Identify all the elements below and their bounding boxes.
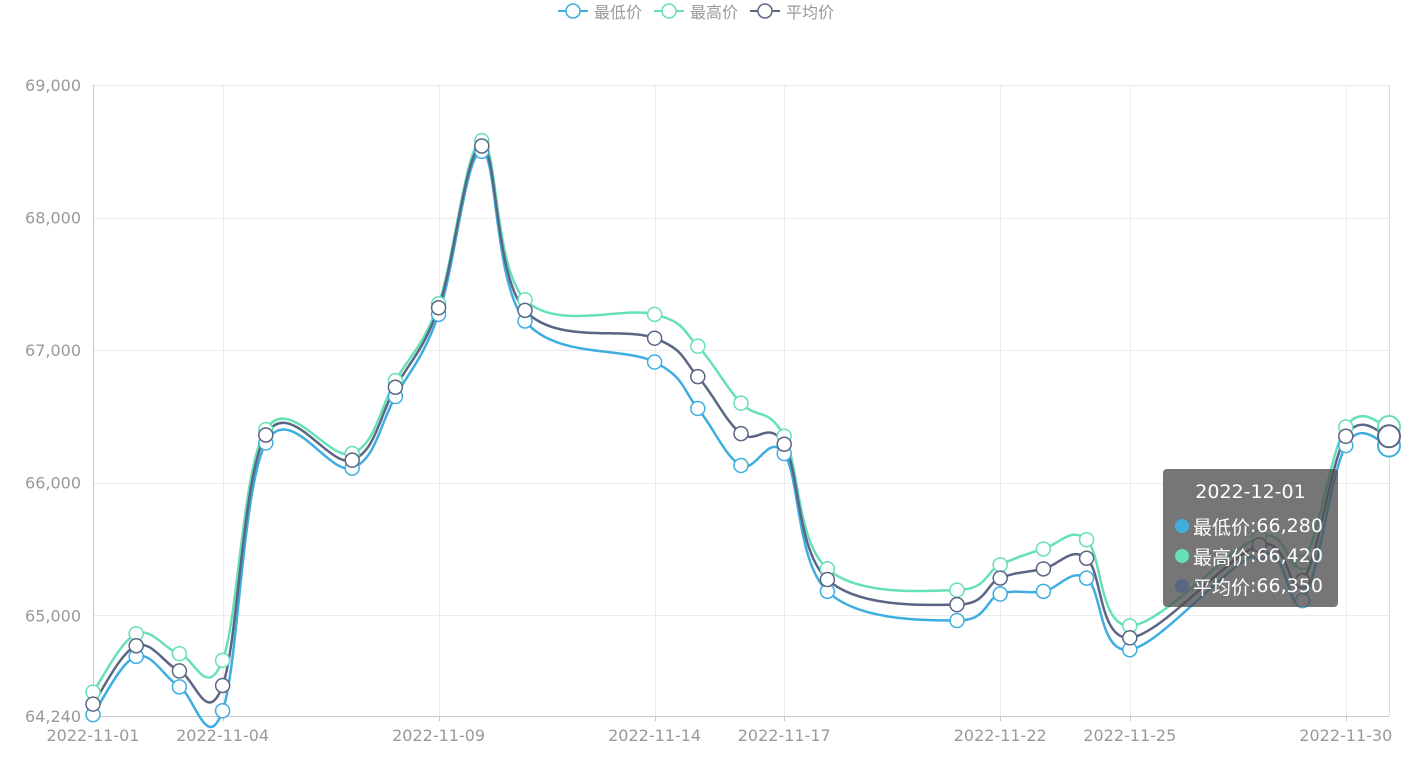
- tooltip-label: 最高价: [1193, 546, 1251, 569]
- data-point-min-price: [690, 400, 706, 417]
- data-point-avg-price: [214, 677, 231, 694]
- data-point-min-price: [214, 702, 231, 719]
- data-point-avg-price: [430, 299, 447, 316]
- data-point-min-price: [646, 354, 663, 370]
- legend-line-icon: [750, 3, 781, 19]
- tooltip-row-min: 最低价: 66,280: [1175, 511, 1338, 541]
- data-points: [85, 132, 1401, 723]
- axes: 64,240 65,000 66,000 67,000 68,000 69,000 2022…: [25, 76, 1392, 745]
- tooltip-label: 平均价: [1193, 576, 1251, 599]
- data-point-avg-price: [949, 596, 965, 613]
- data-point-avg-price: [776, 436, 792, 452]
- data-point-max-price: [214, 652, 231, 669]
- data-point-max-price: [171, 645, 188, 662]
- x-tick-label: 2022-11-01: [47, 726, 140, 745]
- data-point-avg-price: [733, 425, 749, 442]
- data-point-max-price: [1035, 541, 1052, 557]
- data-point-avg-price: [819, 571, 836, 588]
- tooltip-row-max: 最高价: 66,420: [1175, 541, 1338, 571]
- data-point-min-price: [949, 612, 965, 629]
- data-point-avg-price: [1035, 561, 1052, 577]
- tooltip-title: 2022-12-01: [1195, 481, 1306, 503]
- data-point-avg-price: [1338, 428, 1354, 445]
- legend-label: 最低价: [594, 3, 643, 22]
- chart-tooltip: 2022-12-01 最低价: 66,280 最高价: 66,420 平均价: …: [1163, 469, 1338, 607]
- x-tick-label: 2022-11-25: [1083, 726, 1176, 745]
- legend-item-avg[interactable]: 平均价: [750, 0, 834, 23]
- data-point-max-price: [949, 582, 965, 598]
- legend-line-icon: [558, 3, 588, 19]
- legend-item-max[interactable]: 最高价: [654, 0, 738, 23]
- series-line-avg-price: [91, 144, 1390, 705]
- data-point-min-price: [171, 679, 188, 695]
- tooltip-value: 66,350: [1256, 575, 1323, 597]
- data-point-max-price: [733, 395, 749, 411]
- chart-legend: 最低价 最高价 平均价: [558, 0, 834, 22]
- data-point-avg-price: [258, 427, 274, 443]
- data-point-avg-price: [517, 302, 533, 319]
- data-point-avg-price: [1078, 550, 1095, 566]
- data-point-min-price: [992, 586, 1008, 602]
- y-tick-label: 69,000: [25, 76, 81, 95]
- data-point-avg-price: [646, 330, 663, 346]
- data-point-avg-price: [128, 637, 144, 654]
- tooltip-value: 66,280: [1256, 515, 1323, 537]
- x-tick-label: 2022-11-30: [1299, 726, 1392, 745]
- y-tick-label: 68,000: [25, 209, 81, 228]
- data-point-max-price: [690, 338, 706, 354]
- data-point-max-price: [992, 557, 1008, 573]
- data-point-avg-price: [344, 452, 360, 468]
- x-tick-label: 2022-11-04: [176, 726, 269, 745]
- legend-label: 平均价: [786, 3, 835, 22]
- data-point-min-price: [1035, 583, 1052, 600]
- data-point-avg-price: [387, 379, 404, 395]
- data-point-min-price: [733, 457, 749, 474]
- data-point-avg-price: [1377, 424, 1401, 449]
- data-point-avg-price: [1122, 630, 1138, 646]
- data-point-avg-price: [992, 570, 1008, 586]
- tooltip-label: 最低价: [1193, 516, 1251, 539]
- legend-label: 最高价: [690, 3, 739, 22]
- y-tick-label: 64,240: [25, 707, 81, 726]
- tooltip-row-avg: 平均价: 66,350: [1175, 571, 1338, 601]
- y-tick-label: 66,000: [25, 474, 81, 493]
- x-tick-label: 2022-11-22: [954, 726, 1047, 745]
- x-tick-label: 2022-11-14: [608, 726, 701, 745]
- legend-line-icon: [654, 3, 685, 19]
- data-point-avg-price: [85, 696, 101, 712]
- data-point-avg-price: [474, 138, 490, 154]
- data-point-max-price: [1078, 531, 1095, 548]
- x-tick-label: 2022-11-17: [738, 726, 831, 745]
- x-tick-label: 2022-11-09: [392, 726, 485, 745]
- data-point-max-price: [646, 306, 663, 323]
- data-point-avg-price: [690, 368, 706, 385]
- y-tick-label: 67,000: [25, 341, 81, 360]
- series-dot-icon: [1175, 579, 1189, 593]
- series-dot-icon: [1175, 549, 1189, 563]
- tooltip-value: 66,420: [1256, 545, 1323, 567]
- y-tick-label: 65,000: [25, 606, 81, 625]
- legend-item-min[interactable]: 最低价: [558, 0, 642, 23]
- series-dot-icon: [1175, 519, 1189, 533]
- series-line-max-price: [91, 139, 1390, 693]
- data-point-avg-price: [171, 663, 188, 679]
- data-point-min-price: [1078, 570, 1095, 586]
